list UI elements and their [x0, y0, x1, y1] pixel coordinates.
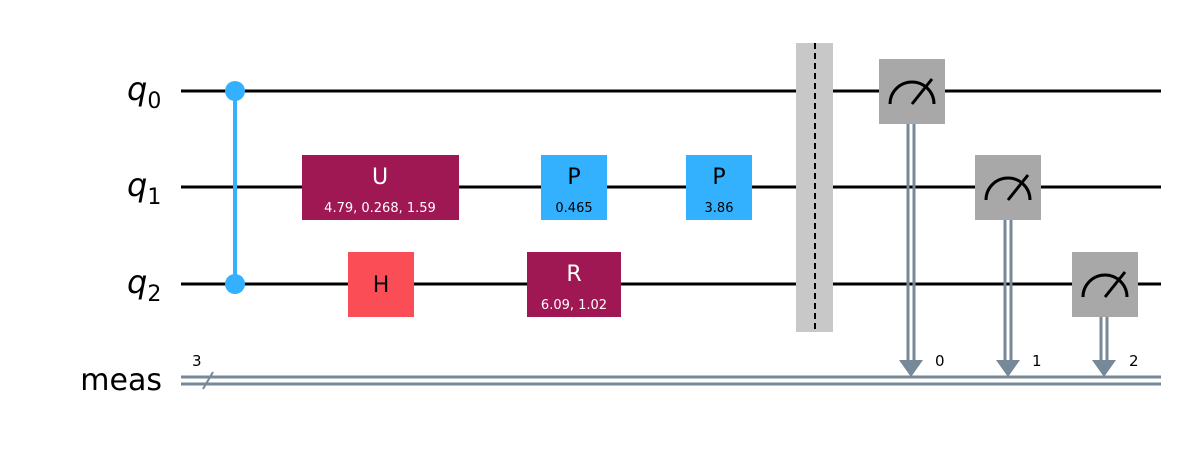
measure-q2: 2: [1072, 252, 1139, 377]
cz-control-q0: [225, 81, 245, 101]
measure-q0-arrow: [899, 360, 923, 377]
r-gate-params: 6.09, 1.02: [541, 298, 607, 313]
meter-icon: [1081, 273, 1129, 298]
bus-width-label: 3: [192, 352, 202, 370]
p-gate-2-params: 3.86: [705, 201, 734, 216]
p-gate-2: P 3.86: [686, 155, 752, 220]
p-gate-2-name: P: [712, 165, 725, 190]
h-gate-name: H: [373, 273, 390, 298]
r-gate-box: [527, 252, 621, 317]
meter-icon: [888, 80, 936, 105]
measure-q1-bit: 1: [1032, 352, 1042, 370]
p-gate-2-box: [686, 155, 752, 220]
u-gate-name: U: [372, 165, 388, 190]
label-q2: q2: [127, 263, 161, 307]
barrier: [796, 43, 833, 332]
r-gate: R 6.09, 1.02: [527, 252, 621, 317]
h-gate: H: [348, 252, 414, 317]
u-gate-box: [302, 155, 459, 220]
h-gate-box: [348, 252, 414, 317]
measure-q0-box: [879, 59, 945, 124]
measure-q0-bit: 0: [935, 352, 945, 370]
meter-needle-icon: [910, 78, 934, 105]
measure-q1: 1: [975, 155, 1042, 377]
label-meas: meas: [80, 363, 162, 398]
label-q0: q0: [127, 70, 161, 114]
p-gate-1-params: 0.465: [555, 201, 592, 216]
measure-q1-arrow: [996, 360, 1020, 377]
cz-control-q2: [225, 274, 245, 294]
measure-q2-bit: 2: [1129, 352, 1139, 370]
u-gate: U 4.79, 0.268, 1.59: [302, 155, 459, 220]
meter-icon: [984, 176, 1032, 201]
bus-width-slash: [202, 371, 214, 390]
cz-gate: [225, 81, 245, 294]
meter-needle-icon: [1103, 271, 1127, 298]
measure-q2-arrow: [1092, 360, 1116, 377]
p-gate-1-box: [541, 155, 607, 220]
p-gate-1-name: P: [567, 165, 580, 190]
measure-q0: 0: [879, 59, 945, 377]
meter-needle-icon: [1006, 174, 1030, 201]
r-gate-name: R: [566, 262, 581, 287]
measure-q1-box: [975, 155, 1041, 220]
measure-q2-box: [1072, 252, 1138, 317]
p-gate-1: P 0.465: [541, 155, 607, 220]
u-gate-params: 4.79, 0.268, 1.59: [324, 201, 436, 216]
label-q1: q1: [127, 166, 161, 210]
